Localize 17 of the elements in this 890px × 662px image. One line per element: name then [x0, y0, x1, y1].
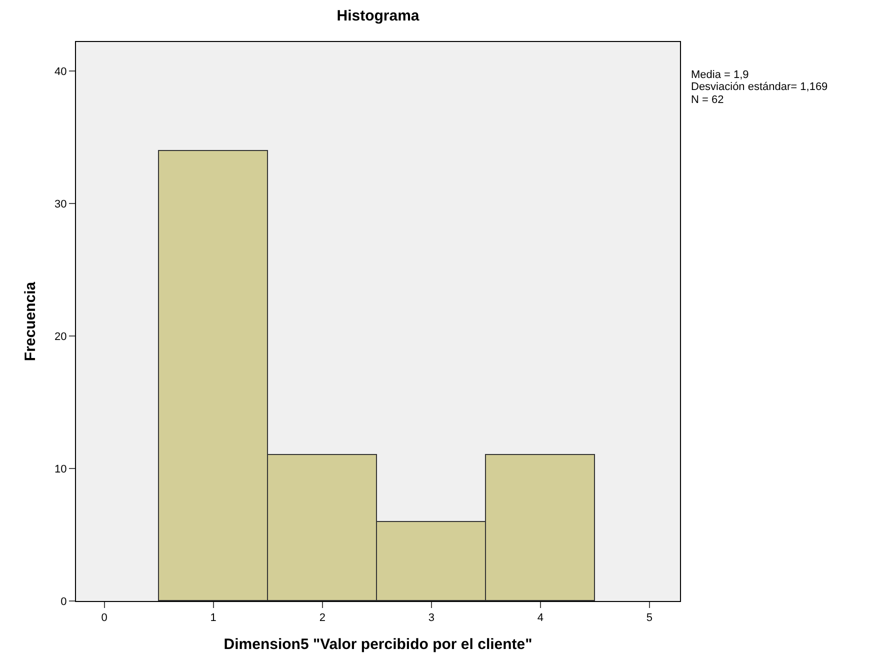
x-tick-label: 5	[646, 612, 653, 624]
y-tick-label: 0	[60, 596, 67, 608]
x-axis-title: Dimension5 "Valor percibido por el cliente"	[224, 636, 532, 654]
text: Media = 1,9	[691, 69, 749, 81]
y-tick-label: 10	[54, 463, 67, 476]
text: Desviación estándar= 1,169	[691, 81, 828, 93]
chart-title: Histograma	[336, 7, 420, 24]
y-tick-label: 30	[54, 198, 67, 210]
y-axis-title: Frecuencia	[22, 281, 39, 362]
y-tick-label: 40	[54, 66, 67, 78]
x-tick-label: 1	[210, 612, 216, 624]
x-tick-label: 0	[101, 612, 108, 624]
x-tick-label: 4	[537, 612, 544, 624]
text: N = 62	[691, 94, 724, 106]
x-tick-label: 2	[319, 612, 326, 624]
x-tick-label: 3	[428, 612, 434, 624]
y-tick-label: 20	[54, 330, 67, 343]
